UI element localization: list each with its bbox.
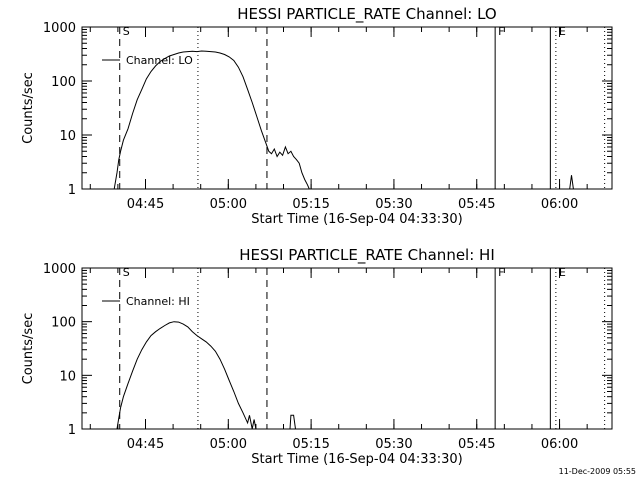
y-axis-label-1: Counts/sec (21, 313, 36, 385)
x-tick-label: 05:00 (210, 197, 247, 212)
x-tick-label: 04:45 (127, 197, 164, 212)
plot-frame-1 (81, 267, 613, 430)
marker-label: E (559, 25, 566, 38)
x-axis-label-1: Start Time (16-Sep-04 04:33:30) (251, 452, 462, 467)
y-tick-label: 1 (68, 423, 76, 438)
y-tick-label: 100 (51, 75, 76, 90)
x-tick-label: 05:30 (375, 197, 412, 212)
plot-frame-0 (81, 26, 613, 190)
y-tick-label: 10 (59, 369, 76, 384)
x-tick-label: 05:30 (375, 437, 412, 452)
x-tick-label: 05:45 (458, 437, 495, 452)
x-tick-label: 05:15 (292, 197, 329, 212)
legend-label-1: Channel: HI (126, 295, 190, 308)
chart-title-0: HESSI PARTICLE_RATE Channel: LO (237, 5, 496, 24)
legend-label-0: Channel: LO (126, 54, 193, 67)
marker-label: F (498, 266, 504, 279)
marker-label: F (498, 25, 504, 38)
series-line-1-1 (289, 414, 296, 430)
timestamp: 11-Dec-2009 05:55 (559, 467, 636, 476)
y-tick-label: 1000 (43, 21, 76, 36)
x-tick-label: 04:45 (127, 437, 164, 452)
series-line-1-0 (116, 321, 258, 430)
y-tick-label: 1 (68, 183, 76, 198)
x-tick-label: 05:45 (458, 197, 495, 212)
marker-label: S (123, 266, 130, 279)
marker-label: S (123, 25, 130, 38)
x-tick-label: 06:00 (541, 437, 578, 452)
x-tick-label: 05:00 (210, 437, 247, 452)
y-tick-label: 10 (59, 129, 76, 144)
y-tick-label: 100 (51, 316, 76, 331)
chart-title-1: HESSI PARTICLE_RATE Channel: HI (239, 246, 495, 265)
series-line-0-1 (569, 175, 574, 190)
x-axis-label-0: Start Time (16-Sep-04 04:33:30) (251, 212, 462, 227)
marker-label: E (559, 266, 566, 279)
y-axis-label-0: Counts/sec (21, 72, 36, 144)
x-tick-label: 06:00 (541, 197, 578, 212)
series-line-0-0 (113, 50, 310, 190)
y-tick-label: 1000 (43, 262, 76, 277)
x-tick-label: 05:15 (292, 437, 329, 452)
